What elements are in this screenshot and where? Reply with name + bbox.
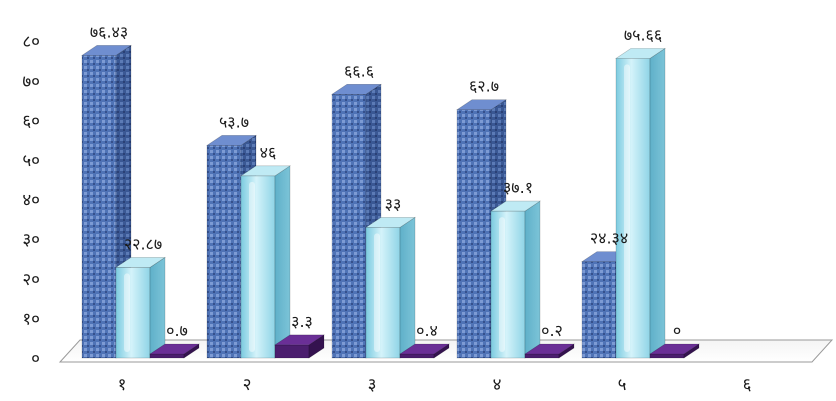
bar-front xyxy=(490,210,526,359)
x-tick-label: १ xyxy=(118,375,127,395)
data-label: ४६ xyxy=(260,143,277,162)
bar-side xyxy=(433,343,450,359)
bars-layer xyxy=(81,44,700,359)
data-label: २२.८७ xyxy=(124,234,162,253)
bar xyxy=(274,334,325,359)
y-tick-label: ० xyxy=(31,349,40,369)
bar-top xyxy=(240,165,291,177)
y-tick-label: ५० xyxy=(22,151,40,171)
data-label: ०.२ xyxy=(541,321,563,340)
bar xyxy=(524,343,575,359)
y-tick-label: ६० xyxy=(22,111,40,131)
y-tick-label: ४० xyxy=(22,191,40,211)
bar-top xyxy=(274,334,325,346)
bar-top xyxy=(149,343,200,355)
data-label: ० xyxy=(673,321,681,340)
y-tick-label: ७० xyxy=(22,72,40,92)
y-tick-label: १० xyxy=(22,309,40,329)
x-tick-label: ३ xyxy=(368,375,377,395)
bar xyxy=(365,216,416,359)
bar-front xyxy=(81,55,117,359)
data-label: ३.३ xyxy=(291,312,313,331)
bar-top xyxy=(331,83,382,95)
bar-side xyxy=(308,334,325,359)
bar-front xyxy=(331,93,367,359)
bar-side xyxy=(149,256,166,359)
data-label: ३३ xyxy=(385,194,402,213)
bar xyxy=(399,343,450,359)
bar-top xyxy=(456,99,507,111)
bar-top xyxy=(649,343,700,355)
bar-front xyxy=(649,353,685,359)
bar-highlight xyxy=(499,217,505,352)
data-label: ६६.६ xyxy=(344,61,374,80)
bar-top xyxy=(365,217,416,228)
x-tick-label: २ xyxy=(243,375,252,395)
y-tick-label: ३० xyxy=(22,230,40,250)
bar-front xyxy=(581,261,617,359)
data-label: ६२.७ xyxy=(469,77,499,96)
x-axis: १ २ ३ ४ ५ ६ xyxy=(118,375,752,395)
bar xyxy=(149,343,200,359)
bar-top xyxy=(206,135,257,146)
x-tick-label: ६ xyxy=(743,375,752,395)
bar-top xyxy=(490,200,541,212)
x-tick-label: ४ xyxy=(493,375,502,395)
y-tick-label: २० xyxy=(22,270,40,290)
bar-front xyxy=(456,109,492,359)
y-tick-label: ८० xyxy=(22,32,40,52)
data-label: २४.३४ xyxy=(590,229,628,248)
bar-side xyxy=(524,200,541,359)
bar xyxy=(115,256,166,359)
bar-front xyxy=(274,344,310,359)
bar-front xyxy=(399,353,435,359)
bar-front xyxy=(615,58,651,359)
bar-highlight xyxy=(624,64,630,352)
bar xyxy=(240,165,291,359)
data-label: ०.४ xyxy=(416,321,438,340)
bar-front xyxy=(206,145,242,359)
bar-top xyxy=(615,48,666,59)
data-label: ३७.१ xyxy=(503,178,533,197)
y-axis: ० १० २० ३० ४० ५० ६० ७० ८० xyxy=(22,32,40,369)
data-label: ७५.६६ xyxy=(624,25,662,44)
bar-front xyxy=(240,175,276,359)
bar-front xyxy=(115,267,151,359)
bar-side xyxy=(274,165,291,359)
bar-front xyxy=(365,227,401,359)
bar-side xyxy=(649,47,666,359)
bar-front xyxy=(149,353,185,359)
bar xyxy=(490,200,541,359)
bar-top xyxy=(399,343,450,355)
data-label: ०.७ xyxy=(166,321,188,340)
bar-highlight xyxy=(249,181,255,352)
bar-top xyxy=(524,343,575,355)
bar-top xyxy=(115,257,166,268)
data-label: ५३.७ xyxy=(219,112,249,131)
bar-side xyxy=(183,343,200,359)
bar xyxy=(649,343,700,359)
bar xyxy=(615,47,666,359)
bar-side xyxy=(683,343,700,359)
data-label: ७६.४३ xyxy=(90,22,128,41)
data-labels-layer: ७६.४३ २२.८७ ०.७ ५३.७ ४६ ३.३ ६६.६ ३३ ०.४ ६२.७ ३७.१ ०… xyxy=(90,22,681,340)
bar-highlight xyxy=(124,273,130,352)
bar-side xyxy=(399,216,416,359)
bar-highlight xyxy=(374,233,380,352)
bar-front xyxy=(524,353,560,359)
bar-side xyxy=(558,343,575,359)
x-tick-label: ५ xyxy=(618,375,627,395)
bar-top xyxy=(81,45,132,56)
